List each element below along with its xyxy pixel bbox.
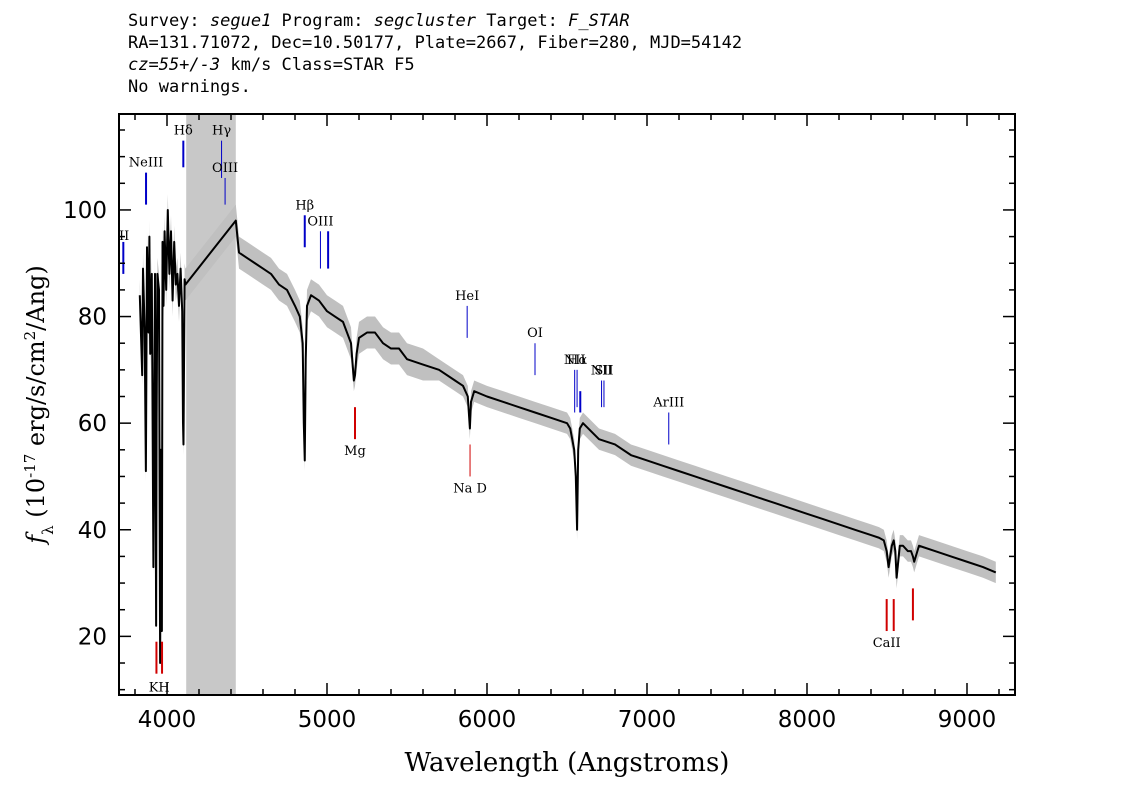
spectrum-series [138,208,997,665]
line-label-mg: Mg [344,444,366,459]
y-label-subscript: λ [39,525,57,535]
line-label-oiii: OIII [212,161,238,176]
x-tick-label: 6000 [458,707,517,733]
line-label-oi: OI [527,326,543,341]
line-label-ariii: ArIII [652,395,684,410]
program-label: Program: [271,11,374,31]
header-line-warnings: No warnings. [128,77,251,97]
x-axis: 4000 5000 6000 7000 8000 9000 [134,114,1000,733]
x-tick-label: 9000 [938,707,997,733]
y-label-open: (10 [22,478,50,526]
line-label-hβ: Hβ [295,198,314,213]
noise-band-area [139,193,996,674]
spectrum-header: Survey: segue1 Program: segcluster Targe… [128,10,742,98]
line-label-nii: NII [564,353,586,368]
line-label-oiii: OIII [307,214,333,229]
survey-value: segue1 [209,11,272,31]
y-tick-label: 40 [78,518,107,544]
plot-frame [118,113,1016,696]
y-tick-label: 100 [63,198,107,224]
left-edge-line-label: II [119,229,129,244]
y-axis: 20 40 60 80 100 [63,129,1015,691]
line-label-sii: SII [594,364,613,379]
x-tick-label: 5000 [298,707,357,733]
line-label-neiii: NeIII [129,156,163,171]
line-label-hα: Hα [567,353,587,368]
header-line-redshift: cz=55+/-3 km/s Class=STAR F5 [128,54,742,76]
x-tick-label: 4000 [138,707,197,733]
y-label-mid: erg/s/cm [22,340,50,454]
line-label-na-d: Na D [453,481,487,496]
noise-band [139,193,996,674]
line-label-hei: HeI [455,289,479,304]
y-tick-label: 20 [78,624,107,650]
y-label-exp1: -17 [21,454,39,478]
program-value: segcluster [373,11,477,31]
line-label-hδ: Hδ [174,124,193,139]
y-tick-label: 60 [78,411,107,437]
line-label-caii: CaII [873,636,901,651]
survey-label: Survey: [128,11,210,31]
x-axis-label: Wavelength (Angstroms) [405,748,730,778]
redshift-value: cz=55+/-3 [128,55,221,75]
target-value: F_STAR [568,11,630,31]
x-tick-label: 7000 [618,707,677,733]
y-label-close: /Ang) [22,265,50,331]
masked-region [186,114,236,695]
y-tick-label: 80 [78,305,107,331]
line-label-nii: NII [591,364,613,379]
line-label-hγ: Hγ [212,124,231,139]
y-axis-label: fλ (10-17 erg/s/cm2/Ang) [21,265,57,546]
spectrum-line [138,208,997,665]
y-label-exp2: 2 [21,331,39,341]
target-label: Target: [476,11,569,31]
line-label-kh: KH [149,681,170,696]
header-line-coordinates: RA=131.71072, Dec=10.50177, Plate=2667, … [128,33,743,53]
x-tick-label: 8000 [778,707,837,733]
class-value: km/s Class=STAR F5 [220,55,415,75]
header-line-survey: Survey: segue1 Program: segcluster Targe… [128,10,742,32]
